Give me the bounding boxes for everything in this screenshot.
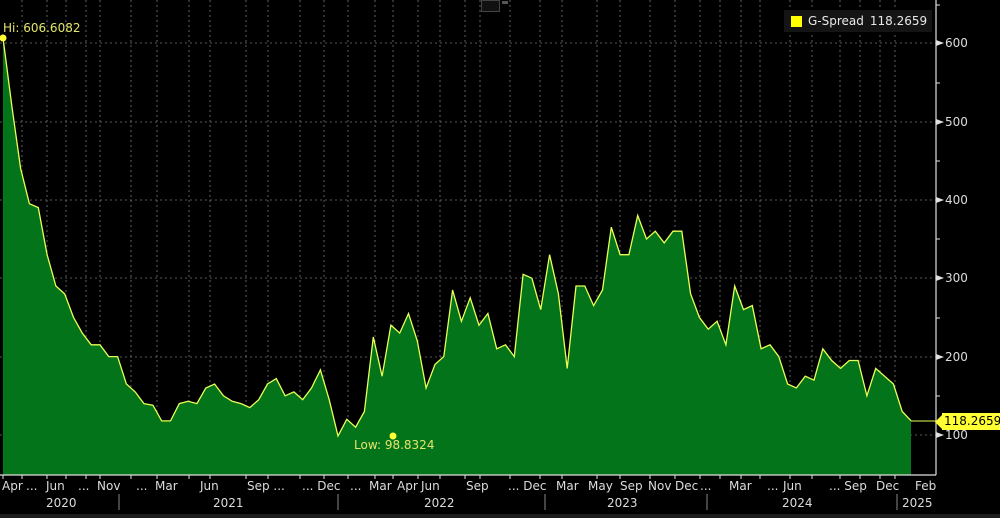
x-label: ...	[136, 479, 148, 493]
year-label: 2022	[424, 496, 455, 510]
hi-marker	[0, 34, 7, 42]
x-label: ...	[767, 479, 779, 493]
x-label: Sep	[620, 479, 643, 493]
year-label: 2023	[607, 496, 638, 510]
x-label: Mar	[556, 479, 579, 493]
x-label: ...	[78, 479, 90, 493]
x-label: Sep ...	[247, 479, 285, 493]
x-label: Apr	[397, 479, 418, 493]
x-label: ... Dec	[302, 479, 341, 493]
y-tick-100: 100	[945, 428, 968, 442]
x-label: Apr	[2, 479, 23, 493]
legend-series-name: G-Spread	[808, 14, 864, 28]
year-label: 2020	[46, 496, 77, 510]
x-label: Jun	[421, 479, 440, 493]
low-marker	[389, 432, 397, 440]
x-label: Feb	[915, 479, 937, 493]
x-label: Nov	[648, 479, 672, 493]
x-label: Nov	[97, 479, 121, 493]
y-tick-300: 300	[945, 271, 968, 285]
x-label: Jun	[46, 479, 65, 493]
g-spread-area	[3, 37, 911, 476]
x-label: Mar	[729, 479, 752, 493]
x-axis-ticks	[2, 475, 896, 479]
hi-annotation: Hi: 606.6082	[3, 21, 81, 35]
x-label: ... Dec	[508, 479, 547, 493]
y-tick-200: 200	[945, 350, 968, 364]
x-label: Mar	[155, 479, 178, 493]
x-label: May	[588, 479, 613, 493]
year-label: 2021	[213, 496, 244, 510]
x-label: Dec	[876, 479, 900, 493]
g-spread-line	[2, 37, 912, 438]
y-axis-ticks	[936, 4, 944, 438]
year-separators	[118, 494, 898, 510]
year-label: 2024	[782, 496, 813, 510]
x-label: Mar	[369, 479, 392, 493]
y-tick-500: 500	[945, 115, 968, 129]
bottom-bar	[0, 514, 1000, 518]
y-tick-600: 600	[945, 36, 968, 50]
year-label: 2025	[902, 496, 933, 510]
x-label: ...	[700, 479, 712, 493]
last-value-tag: 118.2659	[934, 413, 1000, 430]
x-label: Jun	[783, 479, 802, 493]
x-label: ... Sep	[829, 479, 867, 493]
y-tick-400: 400	[945, 193, 968, 207]
x-label: Jun	[200, 479, 219, 493]
legend-series-value: 118.2659	[869, 14, 928, 28]
x-label: Dec	[675, 479, 699, 493]
line-chart-icon[interactable]	[481, 0, 500, 12]
x-label: ...	[26, 479, 38, 493]
legend-swatch	[791, 15, 802, 27]
legend: G-Spread 118.2659	[784, 10, 932, 32]
x-label: Sep	[466, 479, 489, 493]
x-label: ...	[350, 479, 362, 493]
low-annotation: Low: 98.8324	[354, 438, 435, 452]
chart-menu-icon[interactable]	[502, 1, 508, 4]
